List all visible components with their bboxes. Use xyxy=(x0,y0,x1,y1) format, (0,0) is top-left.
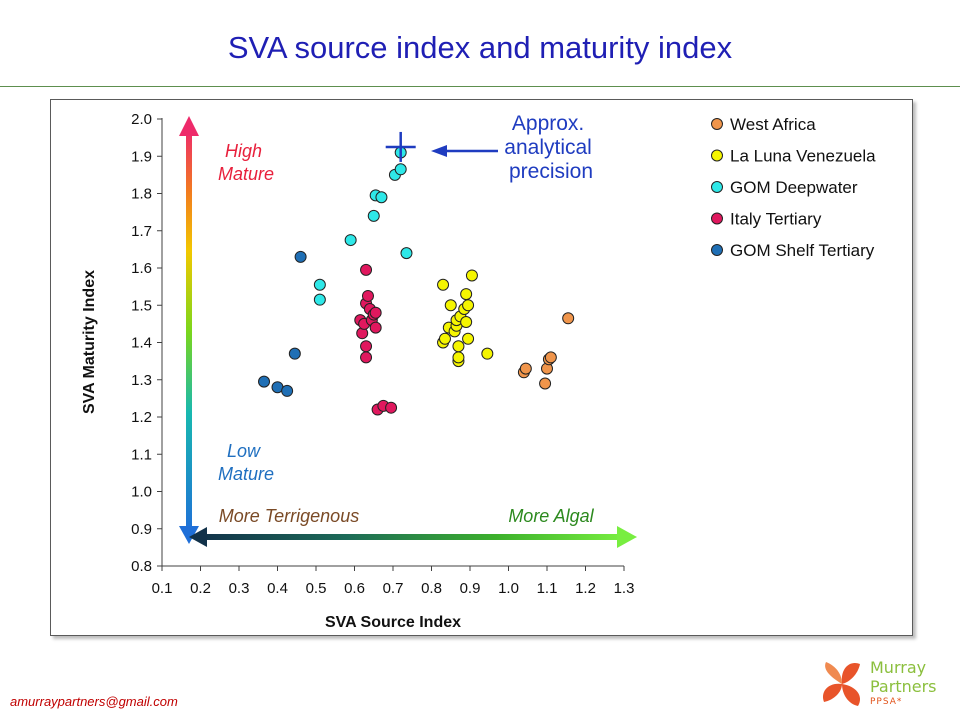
legend-label: La Luna Venezuela xyxy=(730,147,876,166)
data-point-gom-deepwater xyxy=(394,163,407,176)
y-tick-label: 1.4 xyxy=(131,335,152,352)
data-point-gom-deepwater xyxy=(367,209,380,222)
data-point-la-luna-venezuela xyxy=(460,316,473,329)
legend-marker xyxy=(711,212,723,225)
data-point-la-luna-venezuela xyxy=(462,299,475,312)
legend-marker xyxy=(711,118,723,130)
company-logo: Murray Partners PPSA* xyxy=(814,656,954,716)
maturity-arrow xyxy=(179,116,199,544)
x-tick-label: 1.2 xyxy=(575,580,596,597)
legend-label: Italy Tertiary xyxy=(730,210,822,229)
data-point-gom-shelf-tertiary xyxy=(288,347,301,360)
data-point-gom-deepwater xyxy=(400,247,413,260)
scatter-chart: 0.80.91.01.11.21.31.41.51.61.71.81.92.0 … xyxy=(81,111,876,631)
x-tick-label: 0.9 xyxy=(460,580,481,597)
data-point-la-luna-venezuela xyxy=(452,340,465,353)
data-points xyxy=(258,146,575,416)
y-tick-label: 2.0 xyxy=(131,111,152,128)
data-point-west-africa xyxy=(539,377,552,390)
data-point-italy-tertiary xyxy=(360,340,373,353)
slide-title: SVA source index and maturity index xyxy=(227,30,733,65)
x-tick-label: 0.6 xyxy=(344,580,365,597)
x-tick-label: 0.8 xyxy=(421,580,442,597)
logo-line-1: Murray xyxy=(870,658,927,677)
chart-frame: 0.8 0.9 1.0 1.1 1.2 1.3 1.4 1.5 1.6 1.7 1.8 1.9 2.0 … xyxy=(50,99,913,636)
contact-email: amurraypartners@gmail.com xyxy=(10,694,178,709)
precision-arrow xyxy=(431,145,498,157)
data-point-italy-tertiary xyxy=(360,351,373,364)
data-point-west-africa xyxy=(562,312,575,325)
y-ticks: 0.8 0.9 1.0 1.1 1.2 1.3 1.4 1.5 1.6 1.7 1.8 1.9 2.0 xyxy=(131,111,162,575)
data-point-italy-tertiary xyxy=(360,263,373,276)
y-tick-label: 1.2 xyxy=(131,409,152,426)
x-tick-label: 1.3 xyxy=(614,580,635,597)
logo-line-3: PPSA* xyxy=(870,697,903,707)
y-tick-label: 1.3 xyxy=(131,372,152,389)
low-mature-label: Low Mature xyxy=(218,441,274,484)
title-divider xyxy=(0,86,960,87)
x-tick-label: 0.2 xyxy=(190,580,211,597)
data-point-west-africa xyxy=(519,362,532,375)
data-point-italy-tertiary xyxy=(385,401,398,414)
data-point-la-luna-venezuela xyxy=(465,269,478,282)
more-algal-label: More Algal xyxy=(508,506,594,526)
data-point-italy-tertiary xyxy=(361,289,374,302)
high-mature-label: High Mature xyxy=(218,141,274,184)
y-axis-label: SVA Maturity Index xyxy=(81,270,98,414)
y-tick-label: 1.7 xyxy=(131,223,152,240)
data-point-west-africa xyxy=(544,351,557,364)
x-tick-label: 0.4 xyxy=(267,580,288,597)
data-point-la-luna-venezuela xyxy=(444,299,457,312)
x-tick-label: 0.7 xyxy=(383,580,404,597)
logo-line-2: Partners xyxy=(870,677,937,696)
legend-label: GOM Shelf Tertiary xyxy=(730,241,875,260)
data-point-la-luna-venezuela xyxy=(462,332,475,345)
y-tick-label: 0.9 xyxy=(131,521,152,538)
x-tick-label: 0.3 xyxy=(229,580,250,597)
data-point-la-luna-venezuela xyxy=(481,347,494,360)
data-point-gom-deepwater xyxy=(375,191,388,204)
data-point-gom-shelf-tertiary xyxy=(258,375,271,388)
y-tick-label: 1.8 xyxy=(131,186,152,203)
legend-marker xyxy=(711,181,723,193)
x-tick-label: 1.0 xyxy=(498,580,519,597)
legend-marker xyxy=(711,149,723,162)
y-tick-label: 1.5 xyxy=(131,297,152,314)
x-ticks: 0.1 0.2 0.3 0.4 0.5 0.6 0.7 0.8 0.9 1.0 1.1 1.2 1.3 xyxy=(152,566,635,597)
data-point-gom-deepwater xyxy=(344,234,357,247)
y-tick-label: 1.1 xyxy=(131,446,152,463)
x-tick-label: 1.1 xyxy=(537,580,558,597)
data-point-la-luna-venezuela xyxy=(438,332,451,345)
legend-label: GOM Deepwater xyxy=(730,178,858,197)
data-point-la-luna-venezuela xyxy=(437,278,450,291)
data-point-italy-tertiary xyxy=(369,306,382,319)
source-arrow xyxy=(189,526,637,548)
precision-marker xyxy=(385,131,416,162)
pinwheel-logo-icon xyxy=(822,662,861,706)
data-point-la-luna-venezuela xyxy=(452,351,465,364)
data-point-gom-deepwater xyxy=(313,278,326,291)
y-tick-label: 1.9 xyxy=(131,148,152,165)
data-point-italy-tertiary xyxy=(369,321,382,334)
data-point-gom-shelf-tertiary xyxy=(281,384,294,397)
legend-marker xyxy=(711,244,723,256)
y-tick-label: 0.8 xyxy=(131,558,152,575)
more-terrigenous-label: More Terrigenous xyxy=(219,506,359,526)
x-tick-label: 0.1 xyxy=(152,580,173,597)
data-point-la-luna-venezuela xyxy=(460,288,473,301)
data-point-gom-shelf-tertiary xyxy=(294,250,307,263)
precision-label: Approx. analytical precision xyxy=(504,112,597,183)
y-tick-label: 1.0 xyxy=(131,484,152,501)
legend: West Africa La Luna Venezuela GOM Deepwate… xyxy=(711,115,876,260)
x-axis-label: SVA Source Index xyxy=(325,614,461,631)
legend-label: West Africa xyxy=(730,115,816,134)
data-point-gom-deepwater xyxy=(313,293,326,306)
x-tick-label: 0.5 xyxy=(306,580,327,597)
y-tick-label: 1.6 xyxy=(131,260,152,277)
